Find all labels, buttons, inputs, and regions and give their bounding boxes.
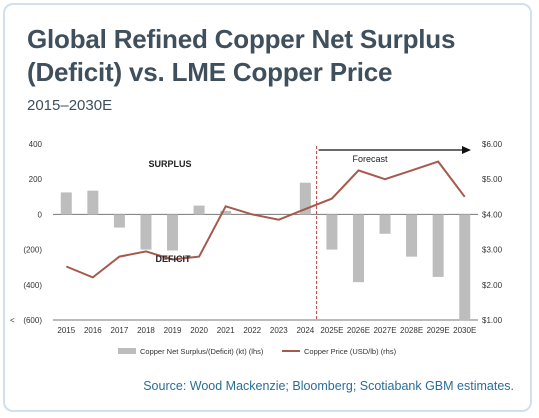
surplus-deficit-bar (352, 214, 364, 283)
chart-title-line-2: (Deficit) vs. LME Copper Price (27, 57, 393, 87)
chart-subtitle: 2015–2030E (27, 97, 113, 114)
x-axis-tick-label: 2022 (243, 326, 261, 335)
right-axis-tick-label: $6.00 (482, 140, 503, 149)
surplus-deficit-bar (220, 210, 232, 215)
right-axis-tick-label: $1.00 (482, 316, 503, 325)
x-axis-tick-label: 2027E (373, 326, 396, 335)
x-axis-tick-label: 2030E (453, 326, 476, 335)
left-axis-tick-label: (400) (23, 281, 42, 290)
x-axis-tick-label: 2020 (190, 326, 208, 335)
right-axis-tick-label: $4.00 (482, 210, 503, 219)
x-axis-tick-label: 2026E (347, 326, 370, 335)
surplus-deficit-bar (140, 214, 152, 250)
left-axis-tick-label: 0 (38, 210, 43, 219)
x-axis-tick-label: 2023 (270, 326, 288, 335)
left-axis-tick-label: (200) (23, 246, 42, 255)
source-note: Source: Wood Mackenzie; Bloomberg; Scoti… (143, 379, 514, 393)
surplus-deficit-bar (406, 214, 418, 257)
left-axis-tick-label: (600) (23, 316, 42, 325)
x-axis-tick-label: 2016 (84, 326, 102, 335)
x-axis-tick-label: 2024 (296, 326, 314, 335)
surplus-deficit-bar (87, 190, 99, 215)
x-axis-tick-label: 2019 (164, 326, 182, 335)
legend-bar-swatch (118, 348, 136, 354)
right-axis-tick-label: $5.00 (482, 175, 503, 184)
x-axis-tick-label: 2029E (427, 326, 450, 335)
forecast-label: Forecast (352, 154, 388, 164)
x-axis-tick-label: 2015 (57, 326, 75, 335)
legend-line-label: Copper Price (USD/lb) (rhs) (304, 347, 397, 356)
x-axis-tick-label: 2021 (217, 326, 235, 335)
surplus-deficit-bar (459, 214, 471, 321)
surplus-deficit-bar (326, 214, 338, 250)
surplus-deficit-bar (299, 182, 311, 215)
right-axis-tick-label: $2.00 (482, 281, 503, 290)
x-axis-tick-label: 2017 (111, 326, 129, 335)
chart-title-line-1: Global Refined Copper Net Surplus (27, 24, 456, 54)
forecast-arrow-head (462, 146, 471, 154)
surplus-deficit-bar (113, 214, 125, 228)
legend-bar-label: Copper Net Surplus/(Deficit) (kt) (lhs) (140, 347, 264, 356)
surplus-deficit-bar (193, 205, 205, 215)
surplus-deficit-bar (379, 214, 391, 234)
x-axis-tick-label: 2025E (320, 326, 343, 335)
chart-title: Global Refined Copper Net Surplus (Defic… (27, 23, 517, 89)
surplus-deficit-bar (432, 214, 444, 277)
surplus-label: SURPLUS (148, 159, 191, 169)
left-axis-tick-label: 400 (29, 140, 43, 149)
right-axis-tick-label: $3.00 (482, 246, 503, 255)
surplus-deficit-bar (167, 214, 179, 251)
x-axis-tick-label: 2028E (400, 326, 423, 335)
left-edge-mark: < (10, 316, 15, 325)
deficit-label: DEFICIT (156, 254, 192, 264)
x-axis-tick-label: 2018 (137, 326, 155, 335)
left-axis-tick-label: 200 (29, 175, 43, 184)
surplus-deficit-bar (60, 192, 72, 215)
copper-price-line (65, 160, 466, 279)
